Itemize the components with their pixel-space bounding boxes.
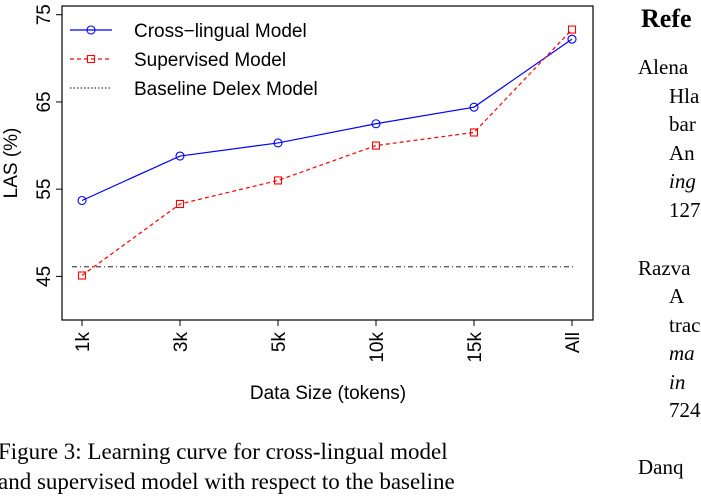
caption-line-2: and supervised model with respect to the… — [0, 469, 455, 494]
legend-label: Cross−lingual Model — [134, 21, 307, 42]
x-axis: 1k 3k 5k 10k 15k All — [73, 320, 584, 363]
x-tick-label: 5k — [269, 332, 290, 353]
reference-fragment: trac — [669, 313, 701, 337]
reference-fragment: 724 — [669, 398, 701, 422]
plot-frame — [61, 5, 594, 321]
data-point-circle — [273, 138, 283, 148]
reference-fragment: Alena — [638, 55, 689, 79]
data-point-circle — [371, 119, 381, 129]
reference-fragment: A — [669, 284, 685, 308]
reference-fragment: ma — [669, 341, 695, 365]
reference-fragment: 127 — [669, 198, 701, 222]
data-point-square — [175, 199, 185, 209]
data-point-circle — [567, 34, 577, 44]
x-tick-label: 3k — [171, 332, 192, 353]
reference-fragment: Danq — [638, 455, 684, 479]
x-tick-label: 1k — [73, 332, 94, 353]
y-tick-label: 55 — [34, 179, 55, 200]
reference-fragment: in — [669, 370, 686, 394]
reference-fragment: An — [669, 141, 695, 165]
data-point-square — [469, 128, 479, 137]
y-axis: 45 55 65 75 — [34, 4, 62, 287]
data-point-circle — [469, 102, 479, 112]
x-tick-label: 10k — [367, 332, 388, 363]
y-tick-label: 45 — [34, 266, 55, 287]
y-tick-label: 65 — [34, 91, 55, 112]
x-axis-label: Data Size (tokens) — [250, 383, 406, 404]
legend-marker-circle — [86, 25, 96, 35]
data-point-square — [567, 25, 577, 34]
reference-fragment: Hla — [669, 84, 700, 108]
legend-label: Baseline Delex Model — [134, 79, 318, 100]
y-axis-label: LAS (%) — [1, 128, 22, 199]
x-tick-label: 15k — [465, 332, 486, 363]
references-heading: Refe — [641, 4, 692, 33]
reference-fragment: Razva — [638, 256, 691, 280]
legend-label: Supervised Model — [134, 50, 286, 71]
series-2 — [77, 25, 577, 280]
data-point-square — [273, 176, 283, 185]
series-layer — [72, 25, 577, 280]
series-line — [81, 38, 573, 202]
series-1 — [77, 34, 577, 206]
data-point-circle — [77, 195, 87, 206]
y-tick-label: 75 — [34, 4, 55, 25]
reference-fragment: bar — [669, 112, 696, 136]
figure-caption: Figure 3: Learning curve for cross-lingu… — [0, 437, 598, 497]
data-point-circle — [175, 151, 185, 161]
caption-line-1: Figure 3: Learning curve for cross-lingu… — [0, 439, 448, 464]
data-point-square — [371, 141, 381, 150]
legend-marker-square — [86, 54, 96, 64]
legend: Cross−lingual Model Supervised Model Basel… — [70, 21, 318, 100]
series-line — [81, 29, 573, 277]
data-point-square — [77, 271, 87, 280]
x-tick-label: All — [563, 332, 584, 353]
reference-fragment: ing — [669, 169, 696, 193]
